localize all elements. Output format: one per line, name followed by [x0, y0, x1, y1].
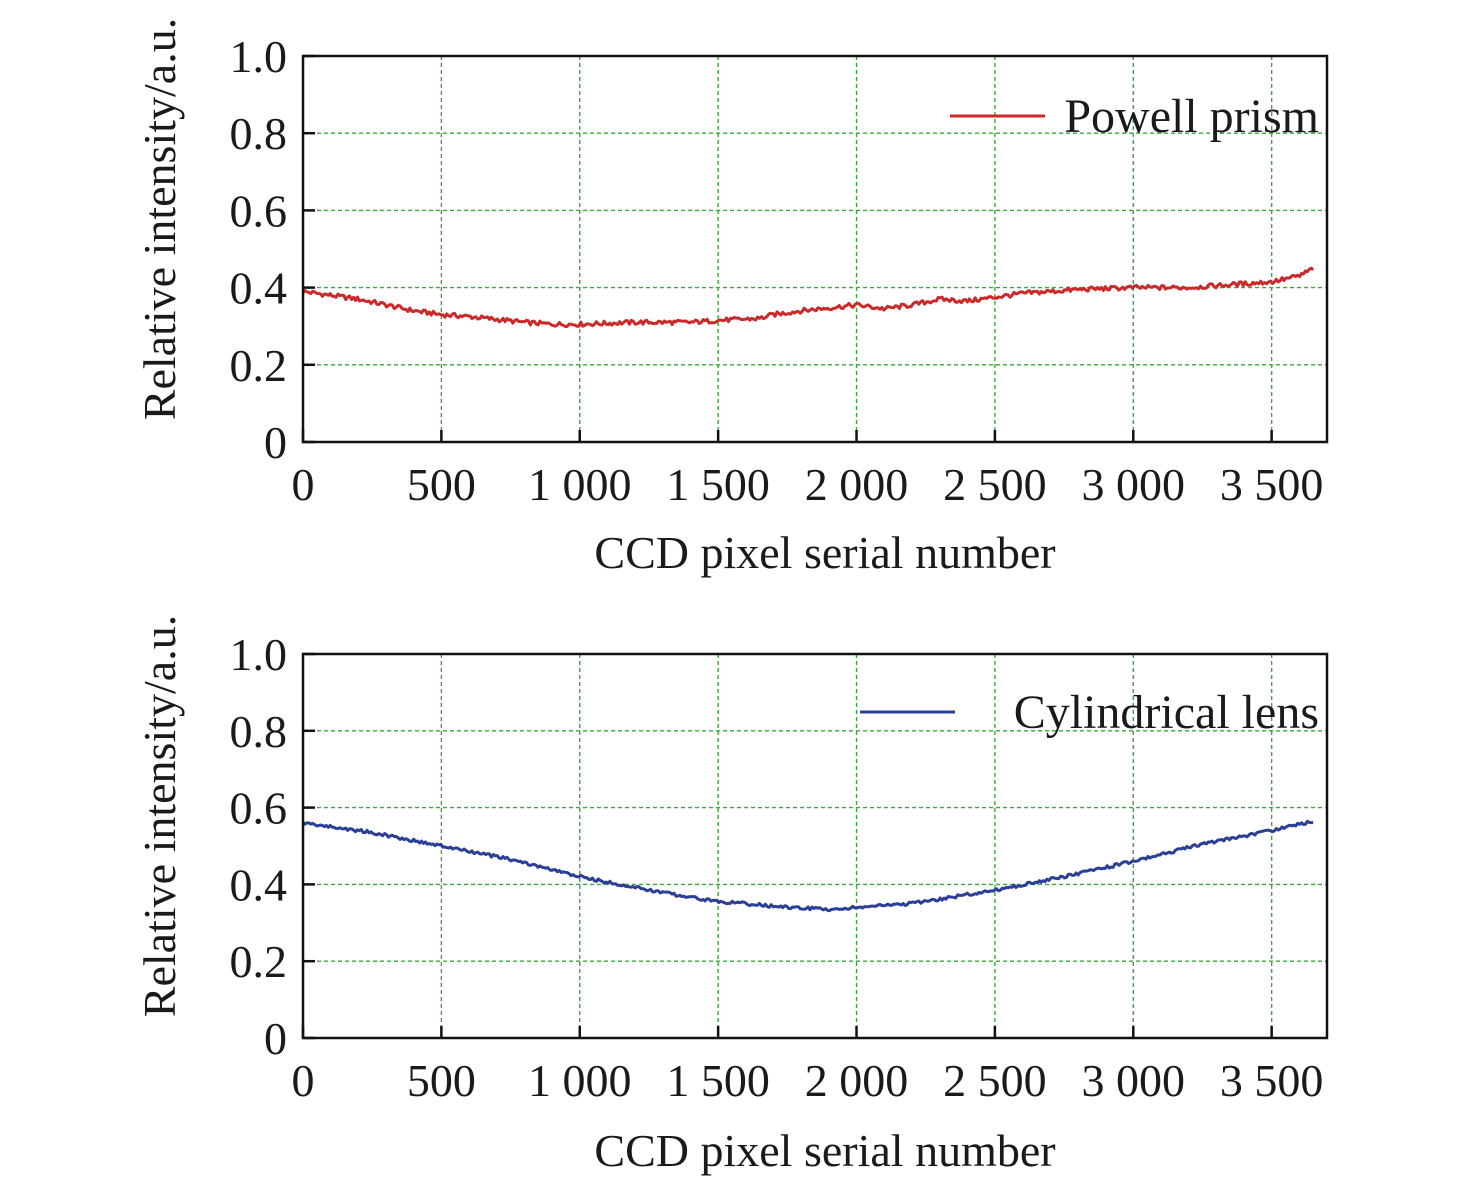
x-tick-label: 0 [292, 1055, 315, 1106]
x-tick-label: 2 000 [805, 459, 909, 510]
x-tick-label: 3 500 [1220, 1055, 1324, 1106]
legend-label: Cylindrical lens [1014, 686, 1319, 739]
y-tick-label: 0.2 [230, 340, 288, 391]
x-tick-label: 3 000 [1082, 459, 1186, 510]
x-tick-label: 500 [407, 1055, 476, 1106]
axes-frame [301, 54, 1329, 444]
axes-frame [301, 652, 1329, 1040]
x-tick-label: 1 000 [528, 1055, 632, 1106]
plot-area [303, 56, 1327, 442]
x-tick-label: 3 500 [1220, 459, 1324, 510]
y-axis-title: Relative intensity/a.u. [134, 615, 185, 1017]
x-axis-title: CCD pixel serial number [594, 527, 1055, 578]
plot-area [303, 654, 1327, 1038]
x-tick-label: 1 500 [666, 1055, 770, 1106]
chart-powell-prism: Powell prism 0 500 1 000 1 500 2 000 2 500 3 00… [134, 18, 1329, 578]
y-tick-label: 0.6 [230, 185, 288, 236]
series-line [301, 819, 1314, 913]
legend-label: Powell prism [1064, 90, 1319, 143]
y-tick-label: 0.4 [230, 859, 288, 910]
x-tick-label: 2 500 [943, 459, 1047, 510]
x-tick-label: 2 000 [805, 1055, 909, 1106]
y-tick-label: 0.8 [230, 108, 288, 159]
y-axis-title: Relative intensity/a.u. [134, 18, 185, 420]
x-axis-title: CCD pixel serial number [594, 1125, 1055, 1176]
x-tick-label: 500 [407, 459, 476, 510]
y-tick-label: 0.4 [230, 263, 288, 314]
y-tick-label: 1.0 [230, 629, 288, 680]
chart-cylindrical-lens: Cylindrical lens 0 500 1 000 1 500 2 000 2 500… [134, 615, 1329, 1176]
y-tick-label: 0.6 [230, 783, 288, 834]
x-tick-label: 1 500 [666, 459, 770, 510]
y-tick-label: 1.0 [230, 31, 288, 82]
x-tick-label: 3 000 [1082, 1055, 1186, 1106]
y-tick-label: 0 [264, 1013, 287, 1064]
y-tick-label: 0.8 [230, 706, 288, 757]
series-line [301, 266, 1315, 328]
x-tick-label: 2 500 [943, 1055, 1047, 1106]
y-tick-label: 0.2 [230, 936, 288, 987]
y-tick-label: 0 [264, 417, 287, 468]
x-tick-label: 1 000 [528, 459, 632, 510]
x-tick-label: 0 [292, 459, 315, 510]
